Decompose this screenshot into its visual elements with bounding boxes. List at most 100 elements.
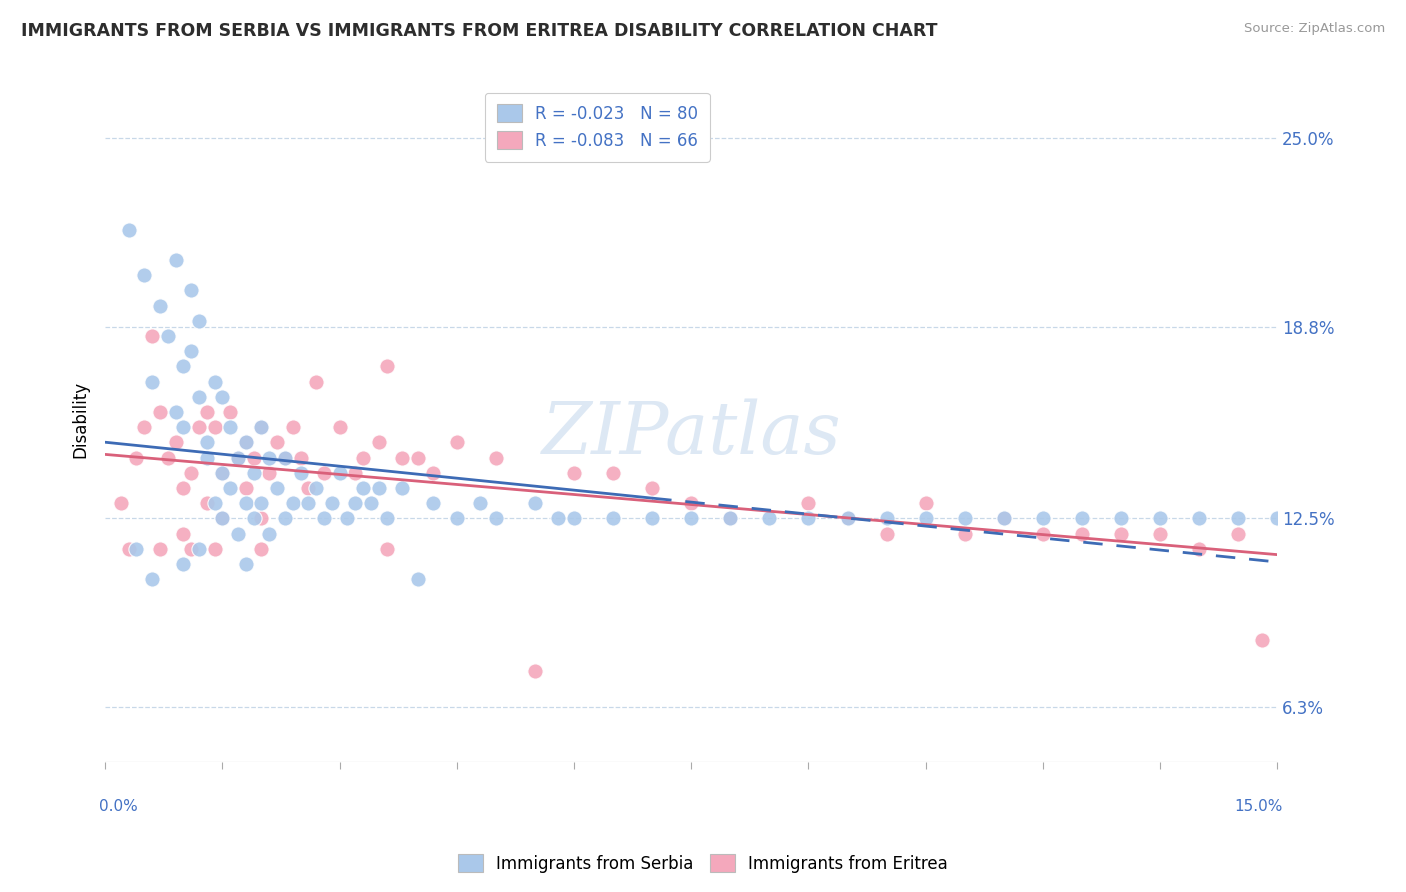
Point <box>406 572 429 586</box>
Point <box>290 466 312 480</box>
Point <box>681 511 703 525</box>
Point <box>336 511 359 525</box>
Point <box>259 450 281 465</box>
Point <box>172 481 194 495</box>
Point <box>172 359 194 374</box>
Point <box>242 466 264 480</box>
Point <box>1250 633 1272 648</box>
Point <box>149 405 172 419</box>
Point <box>1149 526 1171 541</box>
Point <box>219 420 242 434</box>
Point <box>125 450 148 465</box>
Point <box>165 405 187 419</box>
Point <box>375 511 398 525</box>
Point <box>758 511 780 525</box>
Point <box>993 511 1015 525</box>
Point <box>141 572 163 586</box>
Point <box>134 420 156 434</box>
Point <box>953 526 976 541</box>
Point <box>718 511 741 525</box>
Point <box>422 496 444 510</box>
Point <box>547 511 569 525</box>
Point <box>110 496 132 510</box>
Point <box>204 541 226 556</box>
Point <box>165 435 187 450</box>
Point <box>352 481 374 495</box>
Point <box>837 511 859 525</box>
Point <box>367 435 389 450</box>
Point <box>118 222 141 236</box>
Point <box>914 511 936 525</box>
Point <box>188 390 211 404</box>
Point <box>118 541 141 556</box>
Point <box>312 511 335 525</box>
Point <box>1109 511 1132 525</box>
Point <box>188 420 211 434</box>
Point <box>180 284 202 298</box>
Point <box>562 511 585 525</box>
Point <box>188 314 211 328</box>
Point <box>250 420 273 434</box>
Text: ZIPatlas: ZIPatlas <box>541 398 841 468</box>
Point <box>149 299 172 313</box>
Point <box>125 541 148 556</box>
Point <box>204 420 226 434</box>
Point <box>837 511 859 525</box>
Point <box>876 511 898 525</box>
Point <box>446 511 468 525</box>
Point <box>360 496 382 510</box>
Point <box>523 664 546 678</box>
Point <box>188 541 211 556</box>
Point <box>211 466 233 480</box>
Point <box>134 268 156 282</box>
Point <box>250 511 273 525</box>
Point <box>195 435 218 450</box>
Point <box>375 541 398 556</box>
Text: Source: ZipAtlas.com: Source: ZipAtlas.com <box>1244 22 1385 36</box>
Point <box>953 511 976 525</box>
Point <box>718 511 741 525</box>
Point <box>266 435 288 450</box>
Point <box>876 526 898 541</box>
Text: 0.0%: 0.0% <box>100 799 138 814</box>
Point <box>274 450 297 465</box>
Point <box>195 496 218 510</box>
Legend: R = -0.023   N = 80, R = -0.083   N = 66: R = -0.023 N = 80, R = -0.083 N = 66 <box>485 93 710 161</box>
Point <box>297 496 319 510</box>
Point <box>259 526 281 541</box>
Point <box>281 496 304 510</box>
Point <box>1227 511 1250 525</box>
Point <box>641 511 664 525</box>
Point <box>344 496 367 510</box>
Point <box>149 541 172 556</box>
Point <box>485 450 508 465</box>
Point <box>180 344 202 359</box>
Point <box>352 450 374 465</box>
Point <box>235 481 257 495</box>
Point <box>344 466 367 480</box>
Point <box>1188 511 1211 525</box>
Point <box>180 466 202 480</box>
Point <box>1188 541 1211 556</box>
Y-axis label: Disability: Disability <box>72 381 89 458</box>
Point <box>172 420 194 434</box>
Point <box>1071 511 1094 525</box>
Text: 15.0%: 15.0% <box>1234 799 1284 814</box>
Point <box>204 496 226 510</box>
Point <box>1109 526 1132 541</box>
Point <box>312 466 335 480</box>
Point <box>297 481 319 495</box>
Point <box>172 557 194 571</box>
Point <box>367 481 389 495</box>
Point <box>681 496 703 510</box>
Point <box>305 375 328 389</box>
Point <box>180 541 202 556</box>
Point <box>602 511 624 525</box>
Point <box>1149 511 1171 525</box>
Point <box>226 526 249 541</box>
Legend: Immigrants from Serbia, Immigrants from Eritrea: Immigrants from Serbia, Immigrants from … <box>451 847 955 880</box>
Point <box>250 496 273 510</box>
Point <box>235 557 257 571</box>
Point <box>195 405 218 419</box>
Point <box>259 466 281 480</box>
